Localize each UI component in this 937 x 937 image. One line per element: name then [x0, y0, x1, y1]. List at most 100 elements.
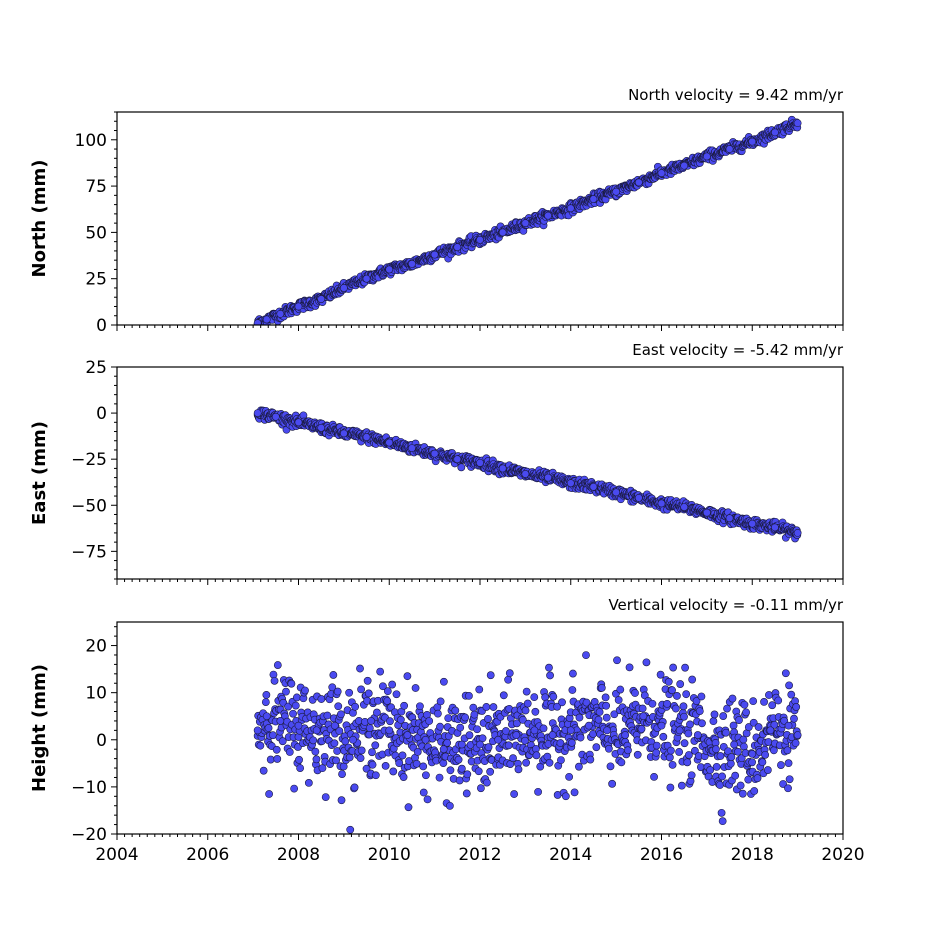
data-point — [748, 750, 757, 758]
data-point — [639, 712, 648, 721]
data-point — [296, 764, 305, 772]
data-point — [568, 686, 577, 694]
data-point — [771, 128, 779, 137]
data-point — [604, 744, 613, 753]
data-point — [666, 783, 675, 792]
data-point — [610, 710, 619, 719]
data-point — [532, 751, 541, 760]
data-point — [566, 204, 575, 213]
data-point — [334, 702, 343, 711]
data-point — [570, 788, 579, 797]
data-point — [631, 689, 639, 697]
data-point — [498, 228, 507, 237]
data-point — [453, 243, 462, 252]
data-point — [760, 698, 768, 706]
data-point — [323, 711, 332, 720]
data-point — [317, 295, 326, 303]
data-point — [785, 681, 793, 690]
data-point — [295, 755, 303, 764]
data-point — [270, 676, 279, 685]
east-panel: −75 −50 −25 0 25 East (mm) East velocity = -5.… — [29, 341, 844, 585]
y-tick-label: −25 — [71, 450, 107, 470]
data-point — [285, 748, 294, 756]
data-point — [408, 259, 416, 268]
data-point — [594, 715, 603, 724]
data-point — [737, 754, 746, 763]
data-point — [783, 746, 792, 755]
data-point — [419, 762, 428, 771]
data-point — [486, 671, 495, 680]
data-point — [273, 661, 282, 669]
data-point — [576, 733, 585, 742]
data-point — [684, 729, 693, 738]
data-point — [462, 789, 471, 798]
data-point — [606, 762, 615, 771]
data-point — [688, 675, 697, 684]
data-point — [356, 754, 365, 762]
data-point — [469, 703, 478, 712]
data-point — [465, 691, 473, 700]
data-point — [791, 739, 800, 747]
data-point — [719, 712, 728, 720]
data-point — [433, 709, 442, 718]
y-axis-label: Height (mm) — [29, 664, 50, 792]
data-point — [792, 703, 801, 711]
data-point — [521, 736, 529, 745]
data-point — [601, 693, 610, 702]
data-point — [634, 178, 643, 187]
data-point — [530, 693, 539, 702]
data-point — [793, 731, 802, 739]
data-point — [685, 751, 693, 759]
data-point — [603, 726, 611, 735]
data-point — [712, 745, 720, 754]
data-point — [549, 692, 558, 701]
data-point — [378, 682, 387, 691]
data-point — [546, 671, 554, 680]
data-point — [339, 429, 348, 438]
data-point — [633, 750, 642, 759]
data-point — [262, 690, 271, 699]
data-point — [419, 788, 428, 797]
data-point — [680, 503, 689, 511]
height-panel: 2004 2006 2008 2010 2012 2014 2016 2018 2020−20−… — [29, 596, 865, 865]
data-point — [328, 683, 337, 692]
data-point — [648, 699, 657, 708]
data-point — [416, 702, 424, 711]
y-axis-label: North (mm) — [29, 160, 50, 278]
data-point — [363, 676, 372, 685]
data-point — [621, 731, 630, 739]
data-point — [748, 519, 757, 528]
y-tick-label: 0 — [96, 316, 107, 336]
data-point — [453, 455, 462, 464]
data-point — [381, 762, 390, 770]
data-point — [740, 742, 748, 751]
data-point — [558, 698, 566, 707]
data-point — [430, 250, 439, 259]
data-point — [780, 716, 789, 725]
data-point — [317, 423, 326, 432]
data-point — [337, 796, 346, 805]
y-tick-label: −10 — [71, 778, 107, 798]
data-point — [421, 735, 430, 744]
data-point — [317, 695, 326, 703]
data-point — [726, 759, 735, 768]
y-tick-label: −75 — [71, 542, 107, 562]
data-point — [475, 685, 484, 694]
data-point — [312, 755, 321, 764]
data-point — [712, 762, 721, 771]
data-point — [294, 418, 303, 427]
data-point — [742, 708, 750, 717]
data-point — [657, 499, 666, 508]
data-point — [425, 717, 434, 725]
data-point — [725, 145, 734, 153]
data-point — [763, 766, 772, 774]
data-point — [589, 195, 598, 203]
data-point — [422, 771, 430, 780]
data-point — [730, 740, 738, 749]
data-point — [476, 458, 484, 467]
data-point — [509, 754, 517, 763]
data-point — [735, 716, 743, 724]
data-point — [312, 726, 321, 735]
data-point — [276, 309, 285, 318]
